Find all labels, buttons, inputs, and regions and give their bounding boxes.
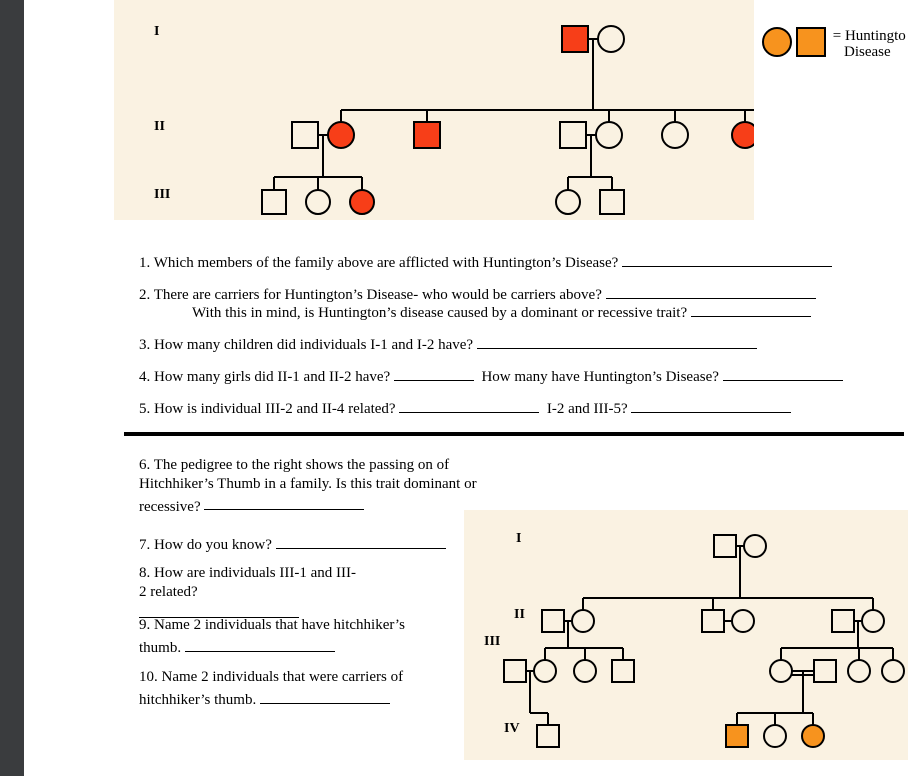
blank-q5a[interactable] xyxy=(399,396,539,413)
person-II-3 xyxy=(702,610,724,632)
blank-q4b[interactable] xyxy=(723,364,843,381)
blank-q10[interactable] xyxy=(260,687,390,704)
question-9: 9. Name 2 individuals that have hitchhik… xyxy=(139,616,439,657)
pedigree-diagram-hitchhiker: I II III IV xyxy=(464,510,908,760)
person-III-1 xyxy=(504,660,526,682)
question-1: 1. Which members of the family above are… xyxy=(139,250,832,272)
person-II-3 xyxy=(414,122,440,148)
blank-q7[interactable] xyxy=(276,532,446,549)
person-I-1 xyxy=(562,26,588,52)
person-III-3 xyxy=(574,660,596,682)
question-7: 7. How do you know? xyxy=(139,532,446,554)
gen-label-II: II xyxy=(154,119,165,134)
d2-gen-label-III: III xyxy=(484,634,500,649)
person-II-1 xyxy=(292,122,318,148)
legend-affected-circle-icon xyxy=(763,28,791,56)
question-5: 5. How is individual III-2 and II-4 rela… xyxy=(139,396,791,418)
person-III-5 xyxy=(770,660,792,682)
person-II-2 xyxy=(572,610,594,632)
blank-q6[interactable] xyxy=(204,494,364,511)
person-I-2 xyxy=(744,535,766,557)
person-III-6 xyxy=(814,660,836,682)
person-II-6 xyxy=(662,122,688,148)
person-I-2 xyxy=(598,26,624,52)
person-IV-1 xyxy=(537,725,559,747)
person-II-1 xyxy=(542,610,564,632)
blank-q2a[interactable] xyxy=(606,282,816,299)
d2-gen-label-II: II xyxy=(514,607,525,622)
person-II-5 xyxy=(832,610,854,632)
blank-q4a[interactable] xyxy=(394,364,474,381)
question-8: 8. How are individuals III-1 and III-2 r… xyxy=(139,564,359,624)
question-3: 3. How many children did individuals I-1… xyxy=(139,332,757,354)
d2-gen-label-IV: IV xyxy=(504,721,520,736)
person-III-4 xyxy=(556,190,580,214)
person-III-5 xyxy=(600,190,624,214)
blank-q9[interactable] xyxy=(185,635,335,652)
person-III-3 xyxy=(350,190,374,214)
person-II-6 xyxy=(862,610,884,632)
question-6: 6. The pedigree to the right shows the p… xyxy=(139,456,479,516)
person-IV-3 xyxy=(764,725,786,747)
legend-text: = Huntingto Disease xyxy=(833,28,906,61)
blank-q2b[interactable] xyxy=(691,300,811,317)
person-II-4 xyxy=(560,122,586,148)
person-III-2 xyxy=(534,660,556,682)
legend-huntington: = Huntingto Disease xyxy=(759,24,906,64)
pdf-sidebar-stub xyxy=(0,0,24,776)
gen-label-I: I xyxy=(154,24,159,39)
d2-gen-label-I: I xyxy=(516,531,521,546)
blank-q3[interactable] xyxy=(477,332,757,349)
person-III-4 xyxy=(612,660,634,682)
gen-label-III: III xyxy=(154,187,170,202)
blank-q1[interactable] xyxy=(622,250,832,267)
person-III-8 xyxy=(882,660,904,682)
person-II-5 xyxy=(596,122,622,148)
person-IV-4 xyxy=(802,725,824,747)
person-IV-2 xyxy=(726,725,748,747)
section-divider xyxy=(124,432,904,436)
question-10: 10. Name 2 individuals that were carrier… xyxy=(139,668,439,709)
person-III-2 xyxy=(306,190,330,214)
question-4: 4. How many girls did II-1 and II-2 have… xyxy=(139,364,843,386)
person-III-1 xyxy=(262,190,286,214)
person-II-2 xyxy=(328,122,354,148)
person-III-7 xyxy=(848,660,870,682)
person-II-7 xyxy=(732,122,754,148)
blank-q5b[interactable] xyxy=(631,396,791,413)
legend-affected-square-icon xyxy=(797,28,825,56)
pedigree-diagram-huntington: I II III xyxy=(114,0,754,220)
worksheet-page: I II III = Huntingto Disease 1. Which me… xyxy=(24,0,908,776)
question-2b: With this in mind, is Huntington’s disea… xyxy=(192,300,811,322)
person-II-4 xyxy=(732,610,754,632)
person-I-1 xyxy=(714,535,736,557)
